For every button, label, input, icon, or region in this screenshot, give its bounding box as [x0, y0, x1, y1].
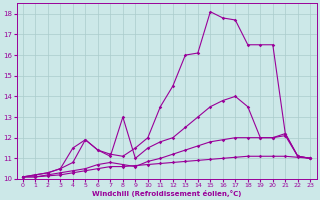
X-axis label: Windchill (Refroidissement éolien,°C): Windchill (Refroidissement éolien,°C): [92, 190, 241, 197]
